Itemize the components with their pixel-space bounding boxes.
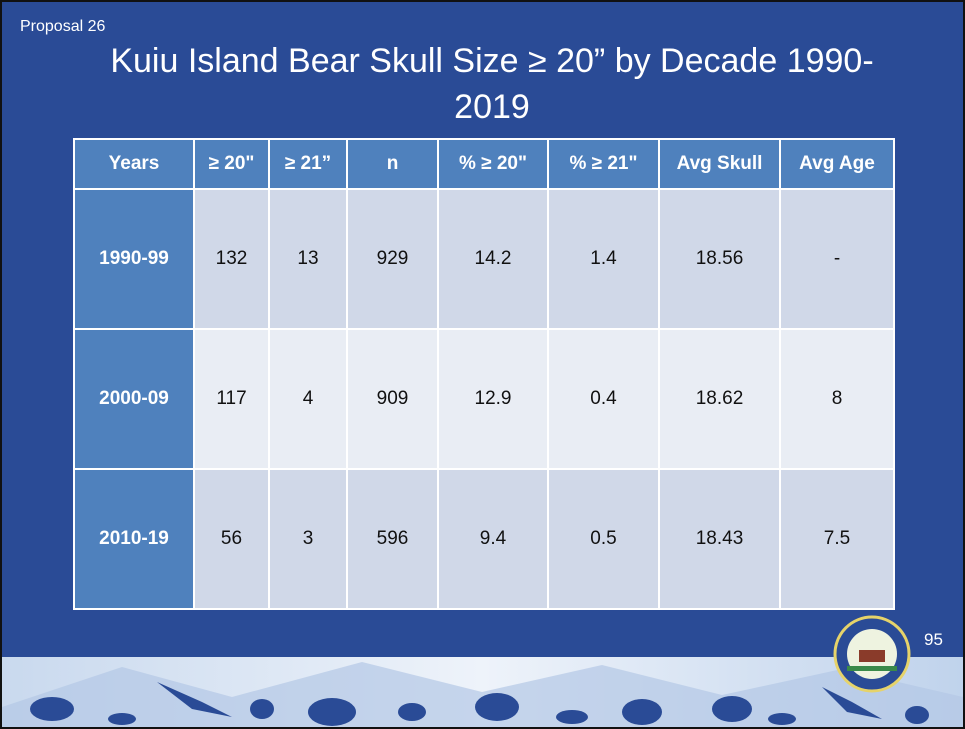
slide-title: Kuiu Island Bear Skull Size ≥ 20” by Dec… — [102, 38, 882, 130]
page-number: 95 — [924, 630, 943, 650]
column-header: n — [347, 139, 438, 189]
table-cell: 909 — [347, 329, 438, 469]
table-cell: 13 — [269, 189, 347, 329]
table-cell: 12.9 — [438, 329, 548, 469]
column-header: % ≥ 20" — [438, 139, 548, 189]
row-header: 1990-99 — [74, 189, 194, 329]
row-header: 2000-09 — [74, 329, 194, 469]
table-cell: 596 — [347, 469, 438, 609]
table-cell: 56 — [194, 469, 269, 609]
proposal-label: Proposal 26 — [20, 18, 105, 36]
table-cell: 3 — [269, 469, 347, 609]
table-cell: 132 — [194, 189, 269, 329]
table-cell: 8 — [780, 329, 894, 469]
table-cell: 0.5 — [548, 469, 659, 609]
table-cell: 7.5 — [780, 469, 894, 609]
table-cell: 0.4 — [548, 329, 659, 469]
table-cell: 18.62 — [659, 329, 780, 469]
table-cell: 18.43 — [659, 469, 780, 609]
table-cell: 18.56 — [659, 189, 780, 329]
column-header: Years — [74, 139, 194, 189]
table-cell: 14.2 — [438, 189, 548, 329]
agency-logo — [832, 614, 912, 694]
table-cell: 117 — [194, 329, 269, 469]
table-cell: - — [780, 189, 894, 329]
column-header: Avg Skull — [659, 139, 780, 189]
row-header: 2010-19 — [74, 469, 194, 609]
column-header: ≥ 20" — [194, 139, 269, 189]
column-header: Avg Age — [780, 139, 894, 189]
table-cell: 9.4 — [438, 469, 548, 609]
table-cell: 1.4 — [548, 189, 659, 329]
table-cell: 4 — [269, 329, 347, 469]
table-cell: 929 — [347, 189, 438, 329]
slide: Proposal 26 Kuiu Island Bear Skull Size … — [0, 0, 965, 729]
column-header: ≥ 21” — [269, 139, 347, 189]
column-header: % ≥ 21" — [548, 139, 659, 189]
wildlife-banner — [2, 657, 963, 727]
